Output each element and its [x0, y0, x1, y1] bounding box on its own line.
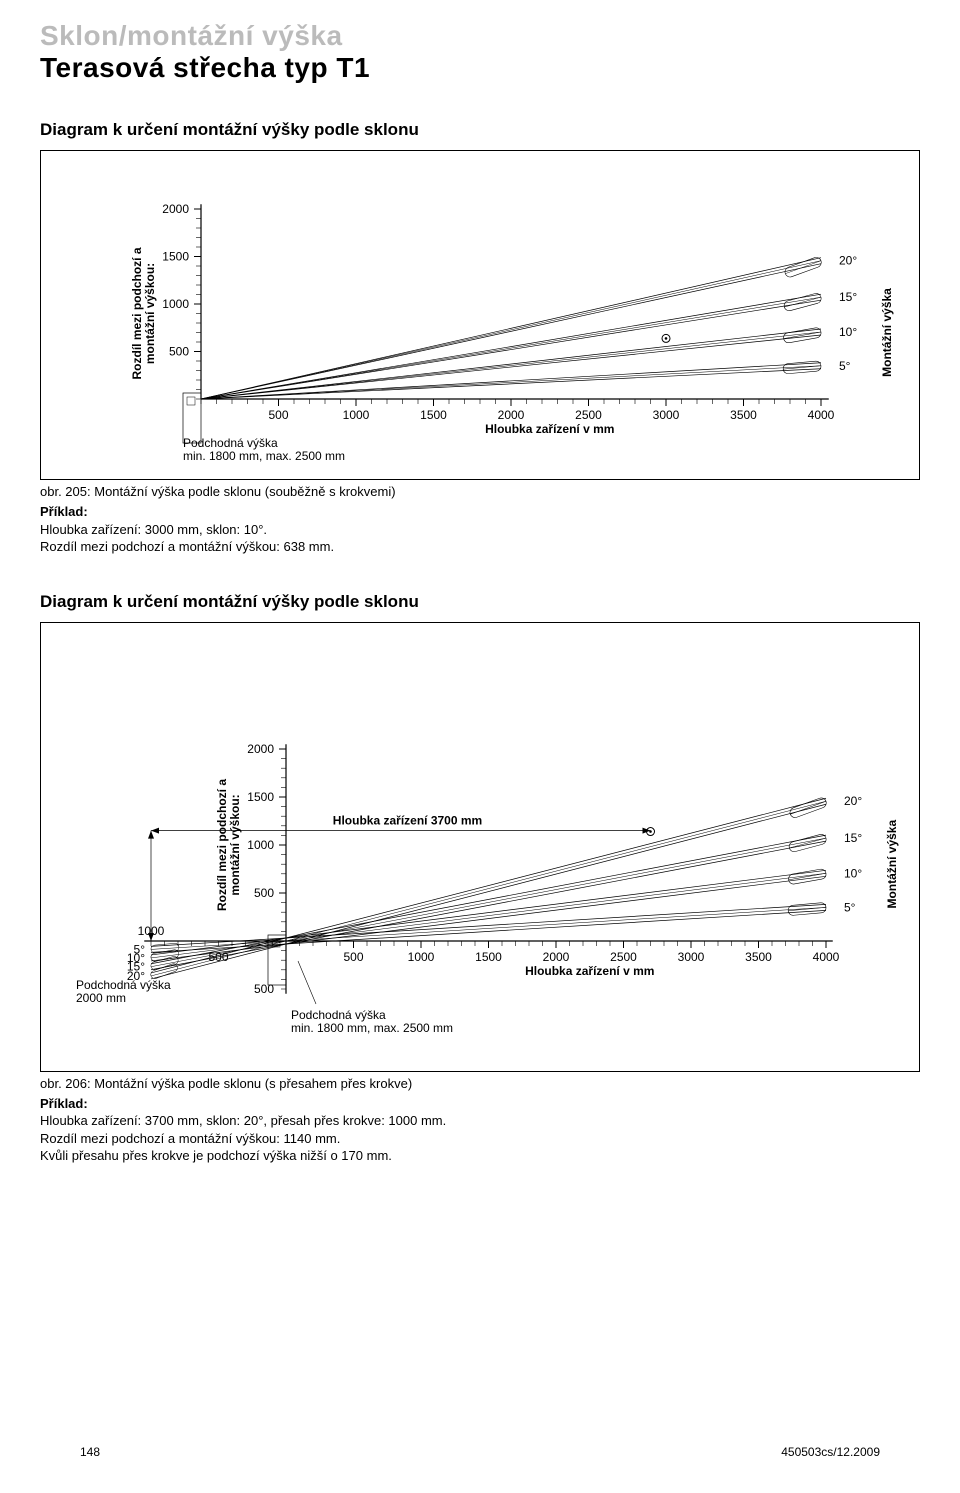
page-title-grey: Sklon/montážní výška	[40, 20, 920, 52]
svg-text:2500: 2500	[610, 950, 637, 964]
caption1: obr. 205: Montážní výška podle sklonu (s…	[40, 484, 920, 499]
svg-text:1500: 1500	[475, 950, 502, 964]
example1-l1: Hloubka zařízení: 3000 mm, sklon: 10°.	[40, 521, 920, 539]
example2: Příklad: Hloubka zařízení: 3700 mm, sklo…	[40, 1095, 920, 1165]
svg-text:1000: 1000	[162, 297, 189, 311]
caption2: obr. 206: Montážní výška podle sklonu (s…	[40, 1076, 920, 1091]
svg-text:2000: 2000	[162, 202, 189, 216]
caption2-label: obr. 206:	[40, 1076, 91, 1091]
svg-text:3000: 3000	[653, 408, 680, 422]
svg-text:500: 500	[343, 950, 363, 964]
svg-text:Podchodná výška2000 mm: Podchodná výška2000 mm	[76, 978, 171, 1005]
svg-text:20°: 20°	[839, 254, 857, 268]
section2-heading: Diagram k určení montážní výšky podle sk…	[40, 592, 920, 612]
example1: Příklad: Hloubka zařízení: 3000 mm, sklo…	[40, 503, 920, 556]
svg-text:Podchodná výškamin. 1800 mm, m: Podchodná výškamin. 1800 mm, max. 2500 m…	[291, 1008, 453, 1035]
page-title-black: Terasová střecha typ T1	[40, 52, 920, 84]
caption1-text: Montážní výška podle sklonu (souběžně s …	[94, 484, 395, 499]
svg-text:20°: 20°	[844, 794, 862, 808]
chart1-svg: 500 1000 1500 2000 Rozdíl mezi podchozí amon…	[71, 169, 901, 469]
svg-text:Hloubka zařízení 3700 mm: Hloubka zařízení 3700 mm	[333, 813, 482, 827]
chart2-svg: 500 1000 1500 2000 500 Rozdíl mezi podchozí a…	[71, 641, 901, 1061]
svg-text:3500: 3500	[745, 950, 772, 964]
example1-l2: Rozdíl mezi podchozí a montážní výškou: …	[40, 538, 920, 556]
svg-text:Hloubka zařízení v mm: Hloubka zařízení v mm	[485, 422, 614, 436]
svg-text:10°: 10°	[844, 866, 862, 880]
svg-text:1500: 1500	[420, 408, 447, 422]
example2-l3: Kvůli přesahu přes krokve je podchozí vý…	[40, 1147, 920, 1165]
svg-text:2500: 2500	[575, 408, 602, 422]
svg-text:2000: 2000	[498, 408, 525, 422]
chart2-container: 500 1000 1500 2000 500 Rozdíl mezi podchozí a…	[40, 622, 920, 1072]
svg-text:Montážní výška: Montážní výška	[880, 288, 894, 377]
svg-text:500: 500	[254, 886, 274, 900]
svg-text:10°: 10°	[839, 325, 857, 339]
svg-text:1000: 1000	[343, 408, 370, 422]
doc-number: 450503cs/12.2009	[781, 1445, 880, 1459]
svg-text:3500: 3500	[730, 408, 757, 422]
example2-l2: Rozdíl mezi podchozí a montážní výškou: …	[40, 1130, 920, 1148]
page-number: 148	[80, 1445, 100, 1459]
svg-text:Hloubka zařízení v mm: Hloubka zařízení v mm	[525, 964, 654, 978]
chart1-container: 500 1000 1500 2000 Rozdíl mezi podchozí amon…	[40, 150, 920, 480]
svg-text:500: 500	[254, 982, 274, 996]
section1-heading: Diagram k určení montážní výšky podle sk…	[40, 120, 920, 140]
svg-text:1000: 1000	[247, 838, 274, 852]
svg-text:500: 500	[268, 408, 288, 422]
svg-text:2000: 2000	[543, 950, 570, 964]
svg-text:1500: 1500	[162, 250, 189, 264]
svg-text:2000: 2000	[247, 742, 274, 756]
svg-text:Podchodná výškamin. 1800 mm, m: Podchodná výškamin. 1800 mm, max. 2500 m…	[183, 436, 345, 463]
svg-text:1000: 1000	[408, 950, 435, 964]
caption1-label: obr. 205:	[40, 484, 91, 499]
svg-text:Rozdíl mezi podchozí amontážní: Rozdíl mezi podchozí amontážní výškou:	[215, 778, 242, 910]
svg-text:15°: 15°	[844, 831, 862, 845]
example2-lead: Příklad:	[40, 1095, 920, 1113]
example1-lead: Příklad:	[40, 503, 920, 521]
svg-text:Montážní výška: Montážní výška	[885, 819, 899, 908]
example2-l1: Hloubka zařízení: 3700 mm, sklon: 20°, p…	[40, 1112, 920, 1130]
svg-text:4000: 4000	[813, 950, 840, 964]
svg-text:5°: 5°	[839, 359, 851, 373]
page-footer: 148 450503cs/12.2009	[80, 1445, 880, 1459]
svg-text:Rozdíl mezi podchozí amontážní: Rozdíl mezi podchozí amontážní výškou:	[130, 247, 157, 379]
svg-text:3000: 3000	[678, 950, 705, 964]
svg-text:4000: 4000	[808, 408, 835, 422]
svg-text:5°: 5°	[844, 900, 856, 914]
svg-text:500: 500	[169, 345, 189, 359]
svg-text:1500: 1500	[247, 790, 274, 804]
caption2-text: Montážní výška podle sklonu (s přesahem …	[94, 1076, 412, 1091]
svg-text:15°: 15°	[839, 290, 857, 304]
